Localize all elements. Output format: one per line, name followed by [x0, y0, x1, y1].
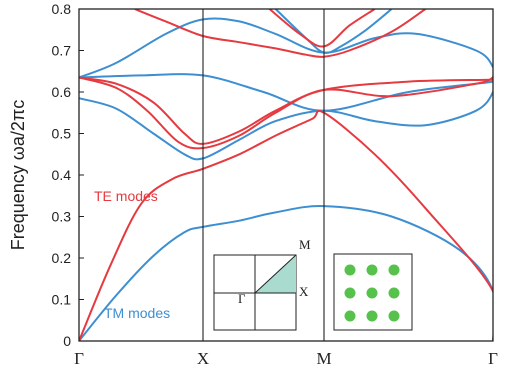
bz-label-gamma: Γ: [238, 291, 246, 306]
y-axis-ticks: 0 0.1 0.2 0.3 0.4 0.5 0.6 0.7 0.8: [52, 1, 84, 349]
x-tick-label: M: [316, 349, 331, 368]
tm-band-line: [79, 205, 493, 341]
bz-label-m: M: [299, 237, 311, 252]
tm-band-line: [79, 17, 493, 79]
te-band-line: [79, 76, 493, 150]
y-axis-label: Frequency ωa/2πc: [8, 100, 28, 251]
tm-modes-label: TM modes: [104, 305, 170, 321]
lattice-rod: [388, 264, 400, 276]
te-modes-label: TE modes: [94, 188, 158, 204]
y-tick-label: 0.1: [52, 292, 72, 308]
lattice-inset: [333, 253, 413, 331]
lattice-rod: [388, 310, 400, 322]
lattice-rod: [344, 310, 356, 322]
series-layer: [79, 9, 493, 341]
lattice-rod: [366, 310, 378, 322]
te-band-line: [134, 9, 426, 58]
y-tick-label: 0.7: [52, 43, 72, 59]
y-tick-label: 0.2: [52, 250, 72, 266]
bz-diagonal: [254, 254, 297, 294]
y-tick-label: 0: [63, 333, 71, 349]
lattice-rod: [344, 264, 356, 276]
tm-band-line: [274, 9, 393, 54]
x-tick-label: Γ: [74, 349, 84, 368]
bz-label-x: X: [299, 284, 309, 299]
y-tick-label: 0.3: [52, 209, 72, 225]
tm-band-line: [79, 77, 493, 161]
lattice-rod: [344, 287, 356, 299]
y-tick-label: 0.5: [52, 126, 72, 142]
te-band-line: [79, 109, 493, 341]
te-band-line: [268, 9, 376, 48]
y-tick-label: 0.4: [52, 167, 72, 183]
x-tick-label: Γ: [488, 349, 498, 368]
lattice-rod: [388, 287, 400, 299]
lattice-rod: [366, 264, 378, 276]
y-tick-label: 0.8: [52, 1, 72, 17]
x-tick-label: X: [197, 349, 209, 368]
y-tick-label: 0.6: [52, 84, 72, 100]
lattice-rod: [366, 287, 378, 299]
brillouin-zone-inset: Γ X M: [213, 237, 311, 331]
te-band-line: [79, 76, 493, 145]
